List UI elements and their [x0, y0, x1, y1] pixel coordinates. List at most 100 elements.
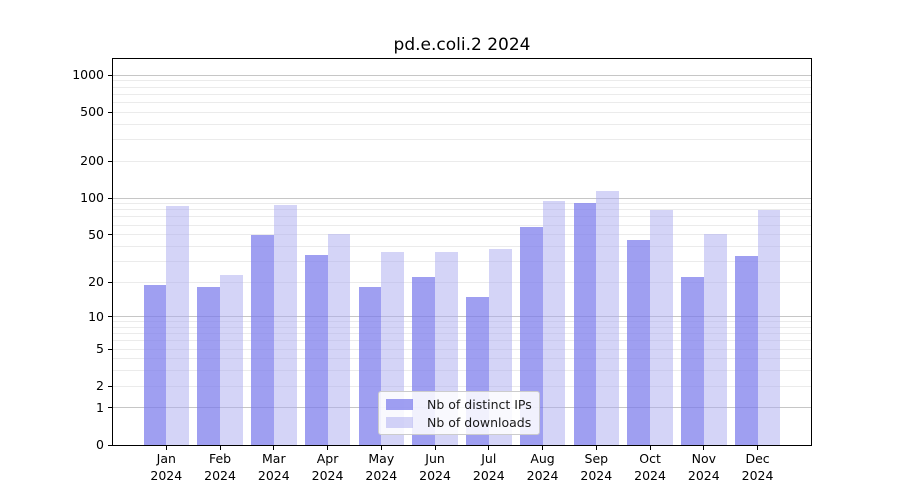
- y-axis-tick-mark: [108, 234, 112, 236]
- x-axis-tick-mark: [703, 446, 705, 450]
- bar-distinct-ips-may: [358, 287, 382, 445]
- gridline-major: [113, 197, 811, 199]
- gridline-minor: [113, 281, 811, 283]
- bar-distinct-ips-jan: [143, 284, 167, 445]
- bar-distinct-ips-oct: [627, 240, 651, 445]
- bar-distinct-ips-aug: [519, 226, 543, 445]
- y-axis-tick-label: 200: [80, 153, 104, 169]
- y-axis-tick-mark: [108, 444, 112, 446]
- y-axis-tick-mark: [108, 385, 112, 387]
- gridline-minor: [113, 111, 811, 113]
- x-axis-month-label: Oct 2024: [634, 451, 666, 483]
- y-axis-tick-label: 100: [80, 190, 104, 206]
- gridline-minor: [113, 326, 811, 328]
- gridline-minor: [113, 123, 811, 125]
- y-axis-tick-label: 0: [96, 437, 104, 452]
- x-axis-tick-mark: [434, 446, 436, 450]
- y-axis-tick-label: 5: [96, 341, 104, 357]
- plot-area: [112, 58, 812, 446]
- bar-downloads-sep: [596, 190, 620, 445]
- bar-downloads-oct: [650, 209, 673, 445]
- y-axis-tick-label: 1000: [72, 67, 104, 83]
- gridline-minor: [113, 234, 811, 236]
- bar-downloads-mar: [273, 204, 297, 445]
- x-axis-month-label: Jan 2024: [150, 451, 183, 483]
- y-axis-tick-label: 10: [88, 308, 104, 324]
- x-axis-month-label: May 2024: [365, 451, 398, 483]
- gridline-minor: [113, 160, 811, 162]
- gridline-minor: [113, 333, 811, 335]
- y-axis-tick-mark: [108, 348, 112, 350]
- gridline-major: [113, 316, 811, 318]
- y-axis-tick-label: 50: [88, 226, 104, 242]
- x-axis-tick-mark: [273, 446, 275, 450]
- bar-downloads-nov: [703, 233, 727, 445]
- y-axis-tick-mark: [108, 281, 112, 283]
- x-axis-month-label: Sep 2024: [580, 451, 613, 483]
- bar-distinct-ips-nov: [681, 277, 704, 445]
- legend-swatch-downloads: [386, 416, 413, 428]
- bar-downloads-feb: [220, 274, 243, 445]
- y-axis-tick-mark: [108, 316, 112, 318]
- bar-distinct-ips-apr: [304, 254, 328, 445]
- gridline-minor: [113, 245, 811, 247]
- x-axis-tick-mark: [165, 446, 167, 450]
- y-axis-tick-label: 500: [80, 104, 104, 120]
- x-axis-tick-mark: [327, 446, 329, 450]
- gridline-minor: [113, 224, 811, 226]
- gridline-minor: [113, 93, 811, 95]
- gridline-minor: [113, 209, 811, 211]
- legend-label-downloads: Nb of downloads: [427, 414, 532, 430]
- y-axis-tick-label: 2: [96, 378, 104, 394]
- x-axis-tick-mark: [542, 446, 544, 450]
- gridline-minor: [113, 86, 811, 88]
- gridline-minor: [113, 385, 811, 387]
- gridline-minor: [113, 260, 811, 262]
- legend-entry-downloads: Nb of downloads: [386, 416, 539, 429]
- y-axis-tick-mark: [108, 160, 112, 162]
- bar-downloads-jan: [166, 206, 190, 445]
- x-axis-month-label: Aug 2024: [526, 451, 559, 483]
- x-axis-month-label: Dec 2024: [741, 451, 774, 483]
- x-axis-tick-mark: [219, 446, 221, 450]
- chart-title: pd.e.coli.2 2024: [393, 35, 531, 55]
- gridline-minor: [113, 321, 811, 323]
- gridline-minor: [113, 139, 811, 141]
- gridline-minor: [113, 102, 811, 104]
- x-axis-tick-mark: [649, 446, 651, 450]
- bar-downloads-dec: [757, 209, 781, 445]
- bar-distinct-ips-feb: [197, 287, 221, 445]
- legend: Nb of distinct IPs Nb of downloads: [378, 391, 540, 435]
- gridline-minor: [113, 348, 811, 350]
- x-axis-month-label: Jun 2024: [419, 451, 451, 483]
- x-axis-month-label: Feb 2024: [204, 451, 236, 483]
- x-axis-tick-mark: [595, 446, 597, 450]
- x-axis-month-label: Apr 2024: [311, 451, 344, 483]
- bar-distinct-ips-sep: [573, 203, 597, 445]
- y-axis-tick-mark: [108, 74, 112, 76]
- gridline-minor: [113, 216, 811, 218]
- x-axis-tick-mark: [380, 446, 382, 450]
- y-axis-tick-mark: [108, 197, 112, 199]
- gridline-minor: [113, 370, 811, 372]
- y-axis-tick-mark: [108, 407, 112, 409]
- y-axis-tick-label: 20: [88, 274, 104, 290]
- x-axis-tick-mark: [488, 446, 490, 450]
- y-axis-tick-mark: [108, 111, 112, 113]
- legend-label-distinct-ips: Nb of distinct IPs: [427, 396, 532, 412]
- gridline-minor: [113, 358, 811, 360]
- x-axis-month-label: Nov 2024: [687, 451, 720, 483]
- x-axis-month-label: Jul 2024: [472, 451, 505, 483]
- y-axis-tick-label: 1: [96, 399, 104, 415]
- gridline-major: [113, 74, 811, 76]
- bar-distinct-ips-mar: [251, 234, 274, 445]
- bar-downloads-aug: [542, 200, 566, 445]
- gridline-minor: [113, 80, 811, 82]
- legend-entry-distinct-ips: Nb of distinct IPs: [386, 398, 539, 411]
- gridline-minor: [113, 203, 811, 205]
- bar-downloads-apr: [327, 233, 351, 445]
- bar-distinct-ips-dec: [734, 256, 758, 445]
- x-axis-tick-mark: [757, 446, 759, 450]
- gridline-minor: [113, 340, 811, 342]
